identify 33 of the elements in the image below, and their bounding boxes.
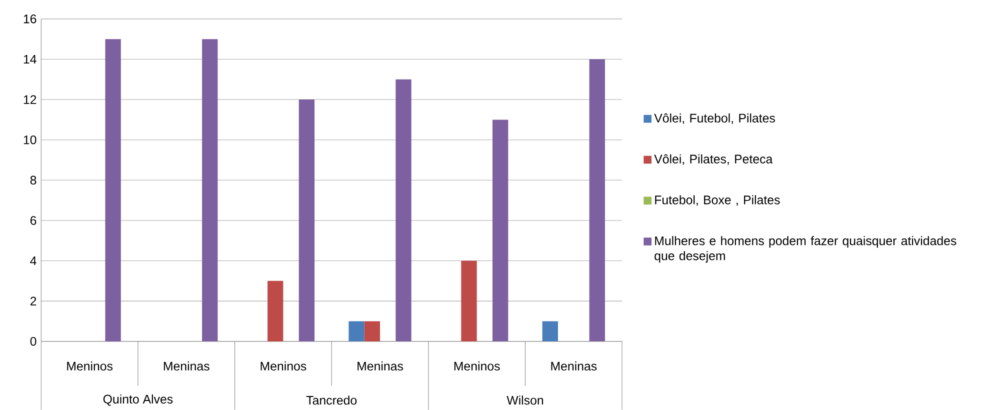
text: Quinto Alves bbox=[103, 394, 173, 406]
y-tick-label: 2 bbox=[30, 296, 36, 306]
y-tick-label: 10 bbox=[24, 135, 36, 144]
y-tick-label: 6 bbox=[30, 216, 36, 225]
text: Wilson bbox=[506, 395, 544, 405]
bar bbox=[268, 280, 284, 342]
y-tick-label: 8 bbox=[30, 176, 36, 184]
legend-label: Futebol, Boxe , Pilates bbox=[655, 195, 780, 206]
bar bbox=[364, 321, 380, 342]
x-tick-label: Meninas bbox=[358, 361, 403, 370]
bar bbox=[461, 260, 477, 342]
x-tick-label: Meninos bbox=[260, 361, 306, 370]
y-tick-label: 0 bbox=[30, 336, 36, 346]
bar bbox=[348, 321, 364, 342]
x-tick-label: Meninos bbox=[67, 361, 113, 370]
bar bbox=[589, 59, 605, 342]
bar bbox=[105, 39, 121, 342]
x-tick-label: Meninas bbox=[164, 361, 210, 370]
y-tick-label: 16 bbox=[24, 14, 36, 24]
x-tick-label: Meninas bbox=[551, 361, 597, 370]
x-tick-label: Meninos bbox=[454, 361, 500, 370]
y-tick-label: 12 bbox=[24, 95, 36, 104]
legend-label: Vôlei, Futebol, Pilates bbox=[654, 113, 775, 124]
legend-label: Vôlei, Pilates, Peteca bbox=[654, 154, 773, 165]
bar bbox=[492, 120, 508, 342]
text: Tancredo bbox=[306, 395, 357, 405]
bar bbox=[298, 99, 315, 342]
bar bbox=[202, 39, 218, 342]
bar bbox=[542, 321, 558, 342]
y-tick-label: 4 bbox=[30, 256, 36, 265]
y-tick-label: 14 bbox=[24, 54, 36, 64]
legend-label: Mulheres e homens podem fazer quaisquer atividades que desejem bbox=[654, 236, 956, 263]
bar bbox=[396, 79, 412, 342]
